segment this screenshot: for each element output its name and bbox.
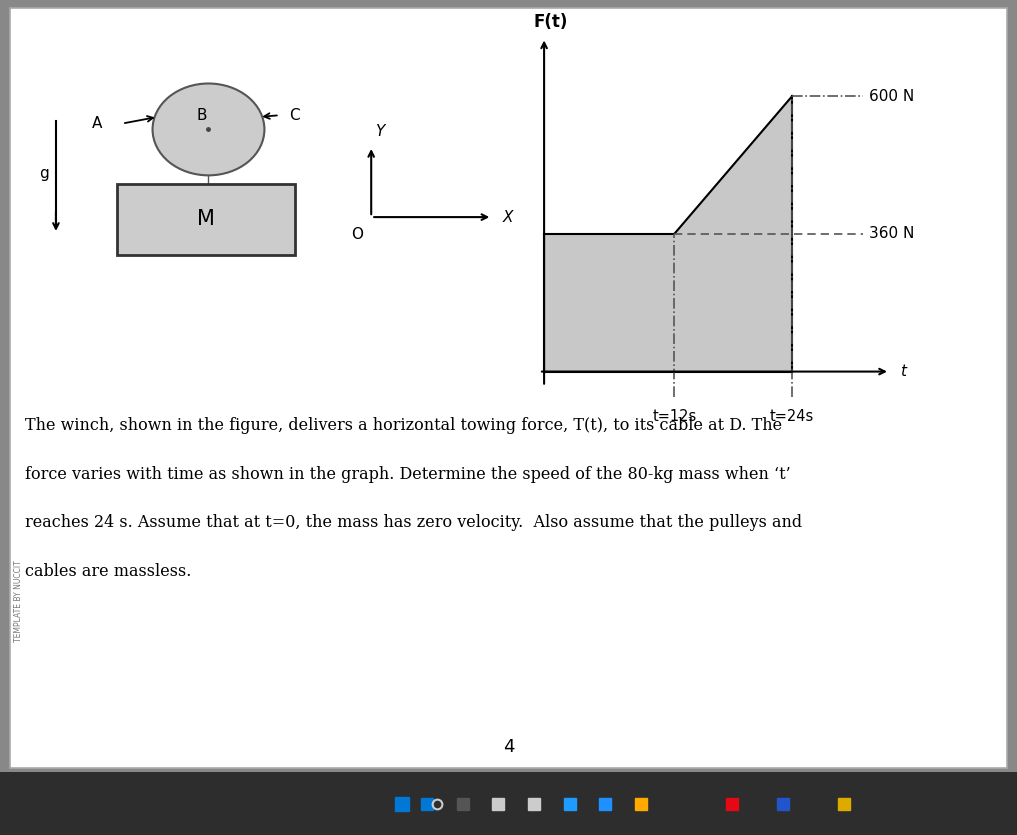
Text: M: M	[197, 210, 215, 229]
Text: The winch, shown in the figure, delivers a horizontal towing force, T(t), to its: The winch, shown in the figure, delivers…	[25, 418, 782, 434]
Text: 4: 4	[502, 738, 515, 757]
Text: g: g	[39, 166, 49, 181]
Text: F(t): F(t)	[534, 13, 569, 31]
Text: A: A	[92, 116, 102, 131]
Text: X: X	[502, 210, 513, 225]
Text: O: O	[351, 227, 363, 242]
Text: t=24s: t=24s	[770, 409, 815, 424]
Text: B: B	[196, 108, 206, 123]
Text: force varies with time as shown in the graph. Determine the speed of the 80-kg m: force varies with time as shown in the g…	[25, 466, 791, 483]
Text: 360 N: 360 N	[869, 226, 914, 241]
Text: cables are massless.: cables are massless.	[25, 563, 192, 579]
Text: t=12s: t=12s	[652, 409, 697, 424]
Text: Y: Y	[374, 124, 384, 139]
Text: TEMPLATE BY NUCCIT: TEMPLATE BY NUCCIT	[14, 560, 22, 642]
Text: C: C	[290, 108, 300, 123]
Text: t: t	[900, 364, 906, 379]
Polygon shape	[544, 96, 792, 372]
Bar	[117, 184, 295, 255]
Bar	[0, 772, 1017, 835]
Text: 600 N: 600 N	[869, 89, 913, 104]
Text: reaches 24 s. Assume that at t=0, the mass has zero velocity.  Also assume that : reaches 24 s. Assume that at t=0, the ma…	[25, 514, 802, 531]
Circle shape	[153, 84, 264, 175]
